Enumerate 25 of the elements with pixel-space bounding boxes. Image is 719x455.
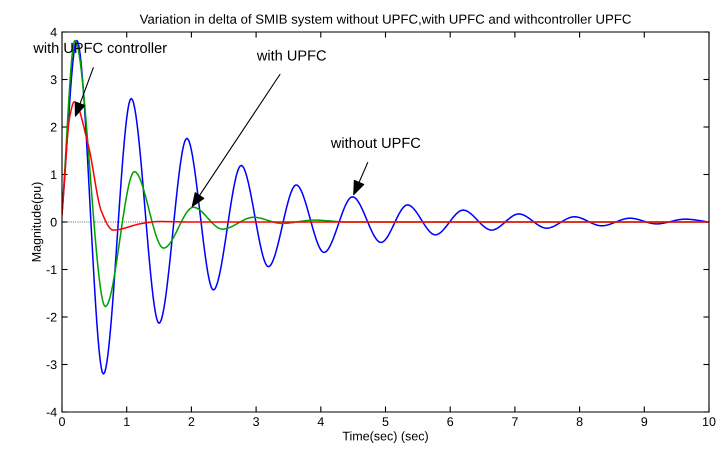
annotation: without UPFC — [330, 137, 420, 148]
y-tick-label: 4 — [50, 28, 57, 37]
x-tick-label: 9 — [641, 417, 648, 426]
y-tick-label: 3 — [50, 75, 57, 84]
x-tick-label: 0 — [59, 417, 65, 426]
x-tick-label: 2 — [188, 417, 194, 426]
x-tick-label: 7 — [512, 417, 518, 426]
y-tick-label: -1 — [46, 265, 57, 274]
annotation: with UPFC — [256, 50, 326, 61]
y-tick-label: -4 — [46, 408, 57, 417]
x-tick-label: 10 — [703, 417, 716, 426]
x-tick-label: 4 — [318, 417, 324, 426]
x-tick-label: 1 — [124, 417, 130, 426]
x-tick-label: 5 — [382, 417, 388, 426]
y-tick-label: -3 — [46, 360, 57, 370]
y-tick-label: 0 — [50, 218, 57, 227]
x-tick-label: 3 — [253, 417, 260, 426]
chart-title: Variation in delta of SMIB system without UPFC,with UPFC and withcontroller UPFC — [140, 14, 631, 26]
y-tick-label: 2 — [50, 122, 57, 132]
y-tick-label: 1 — [51, 170, 57, 180]
y-tick-label: -2 — [46, 312, 57, 322]
x-tick-label: 8 — [576, 417, 583, 426]
x-axis-title: Time(sec) (sec) — [342, 431, 428, 443]
y-axis-title: Magnitude(pu) — [32, 182, 44, 262]
x-tick-label: 6 — [447, 417, 454, 426]
